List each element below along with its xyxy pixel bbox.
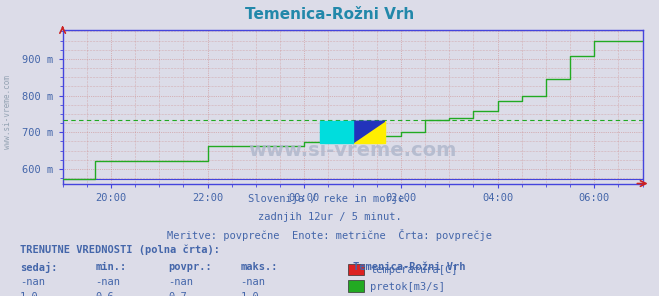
Text: -nan: -nan xyxy=(168,277,193,287)
Text: povpr.:: povpr.: xyxy=(168,262,212,272)
Text: www.si-vreme.com: www.si-vreme.com xyxy=(248,141,457,160)
Text: 0,6: 0,6 xyxy=(96,292,114,296)
Text: Slovenija / reke in morje.: Slovenija / reke in morje. xyxy=(248,194,411,204)
Polygon shape xyxy=(353,121,385,143)
Text: temperatura[C]: temperatura[C] xyxy=(370,265,458,275)
Text: TRENUTNE VREDNOSTI (polna črta):: TRENUTNE VREDNOSTI (polna črta): xyxy=(20,244,219,255)
Text: zadnjih 12ur / 5 minut.: zadnjih 12ur / 5 minut. xyxy=(258,212,401,222)
Text: www.si-vreme.com: www.si-vreme.com xyxy=(3,75,13,149)
Text: Meritve: povprečne  Enote: metrične  Črta: povprečje: Meritve: povprečne Enote: metrične Črta:… xyxy=(167,229,492,242)
Text: sedaj:: sedaj: xyxy=(20,262,57,273)
Text: Temenica-Rožni Vrh: Temenica-Rožni Vrh xyxy=(245,7,414,22)
Text: 1,0: 1,0 xyxy=(20,292,38,296)
Text: -nan: -nan xyxy=(20,277,45,287)
Text: -nan: -nan xyxy=(96,277,121,287)
Text: 1,0: 1,0 xyxy=(241,292,259,296)
Polygon shape xyxy=(353,121,385,143)
Text: 0,7: 0,7 xyxy=(168,292,186,296)
Text: maks.:: maks.: xyxy=(241,262,278,272)
Text: Temenica-Rožni Vrh: Temenica-Rožni Vrh xyxy=(353,262,465,272)
Text: min.:: min.: xyxy=(96,262,127,272)
Polygon shape xyxy=(320,121,353,143)
Text: -nan: -nan xyxy=(241,277,266,287)
Text: pretok[m3/s]: pretok[m3/s] xyxy=(370,281,445,292)
